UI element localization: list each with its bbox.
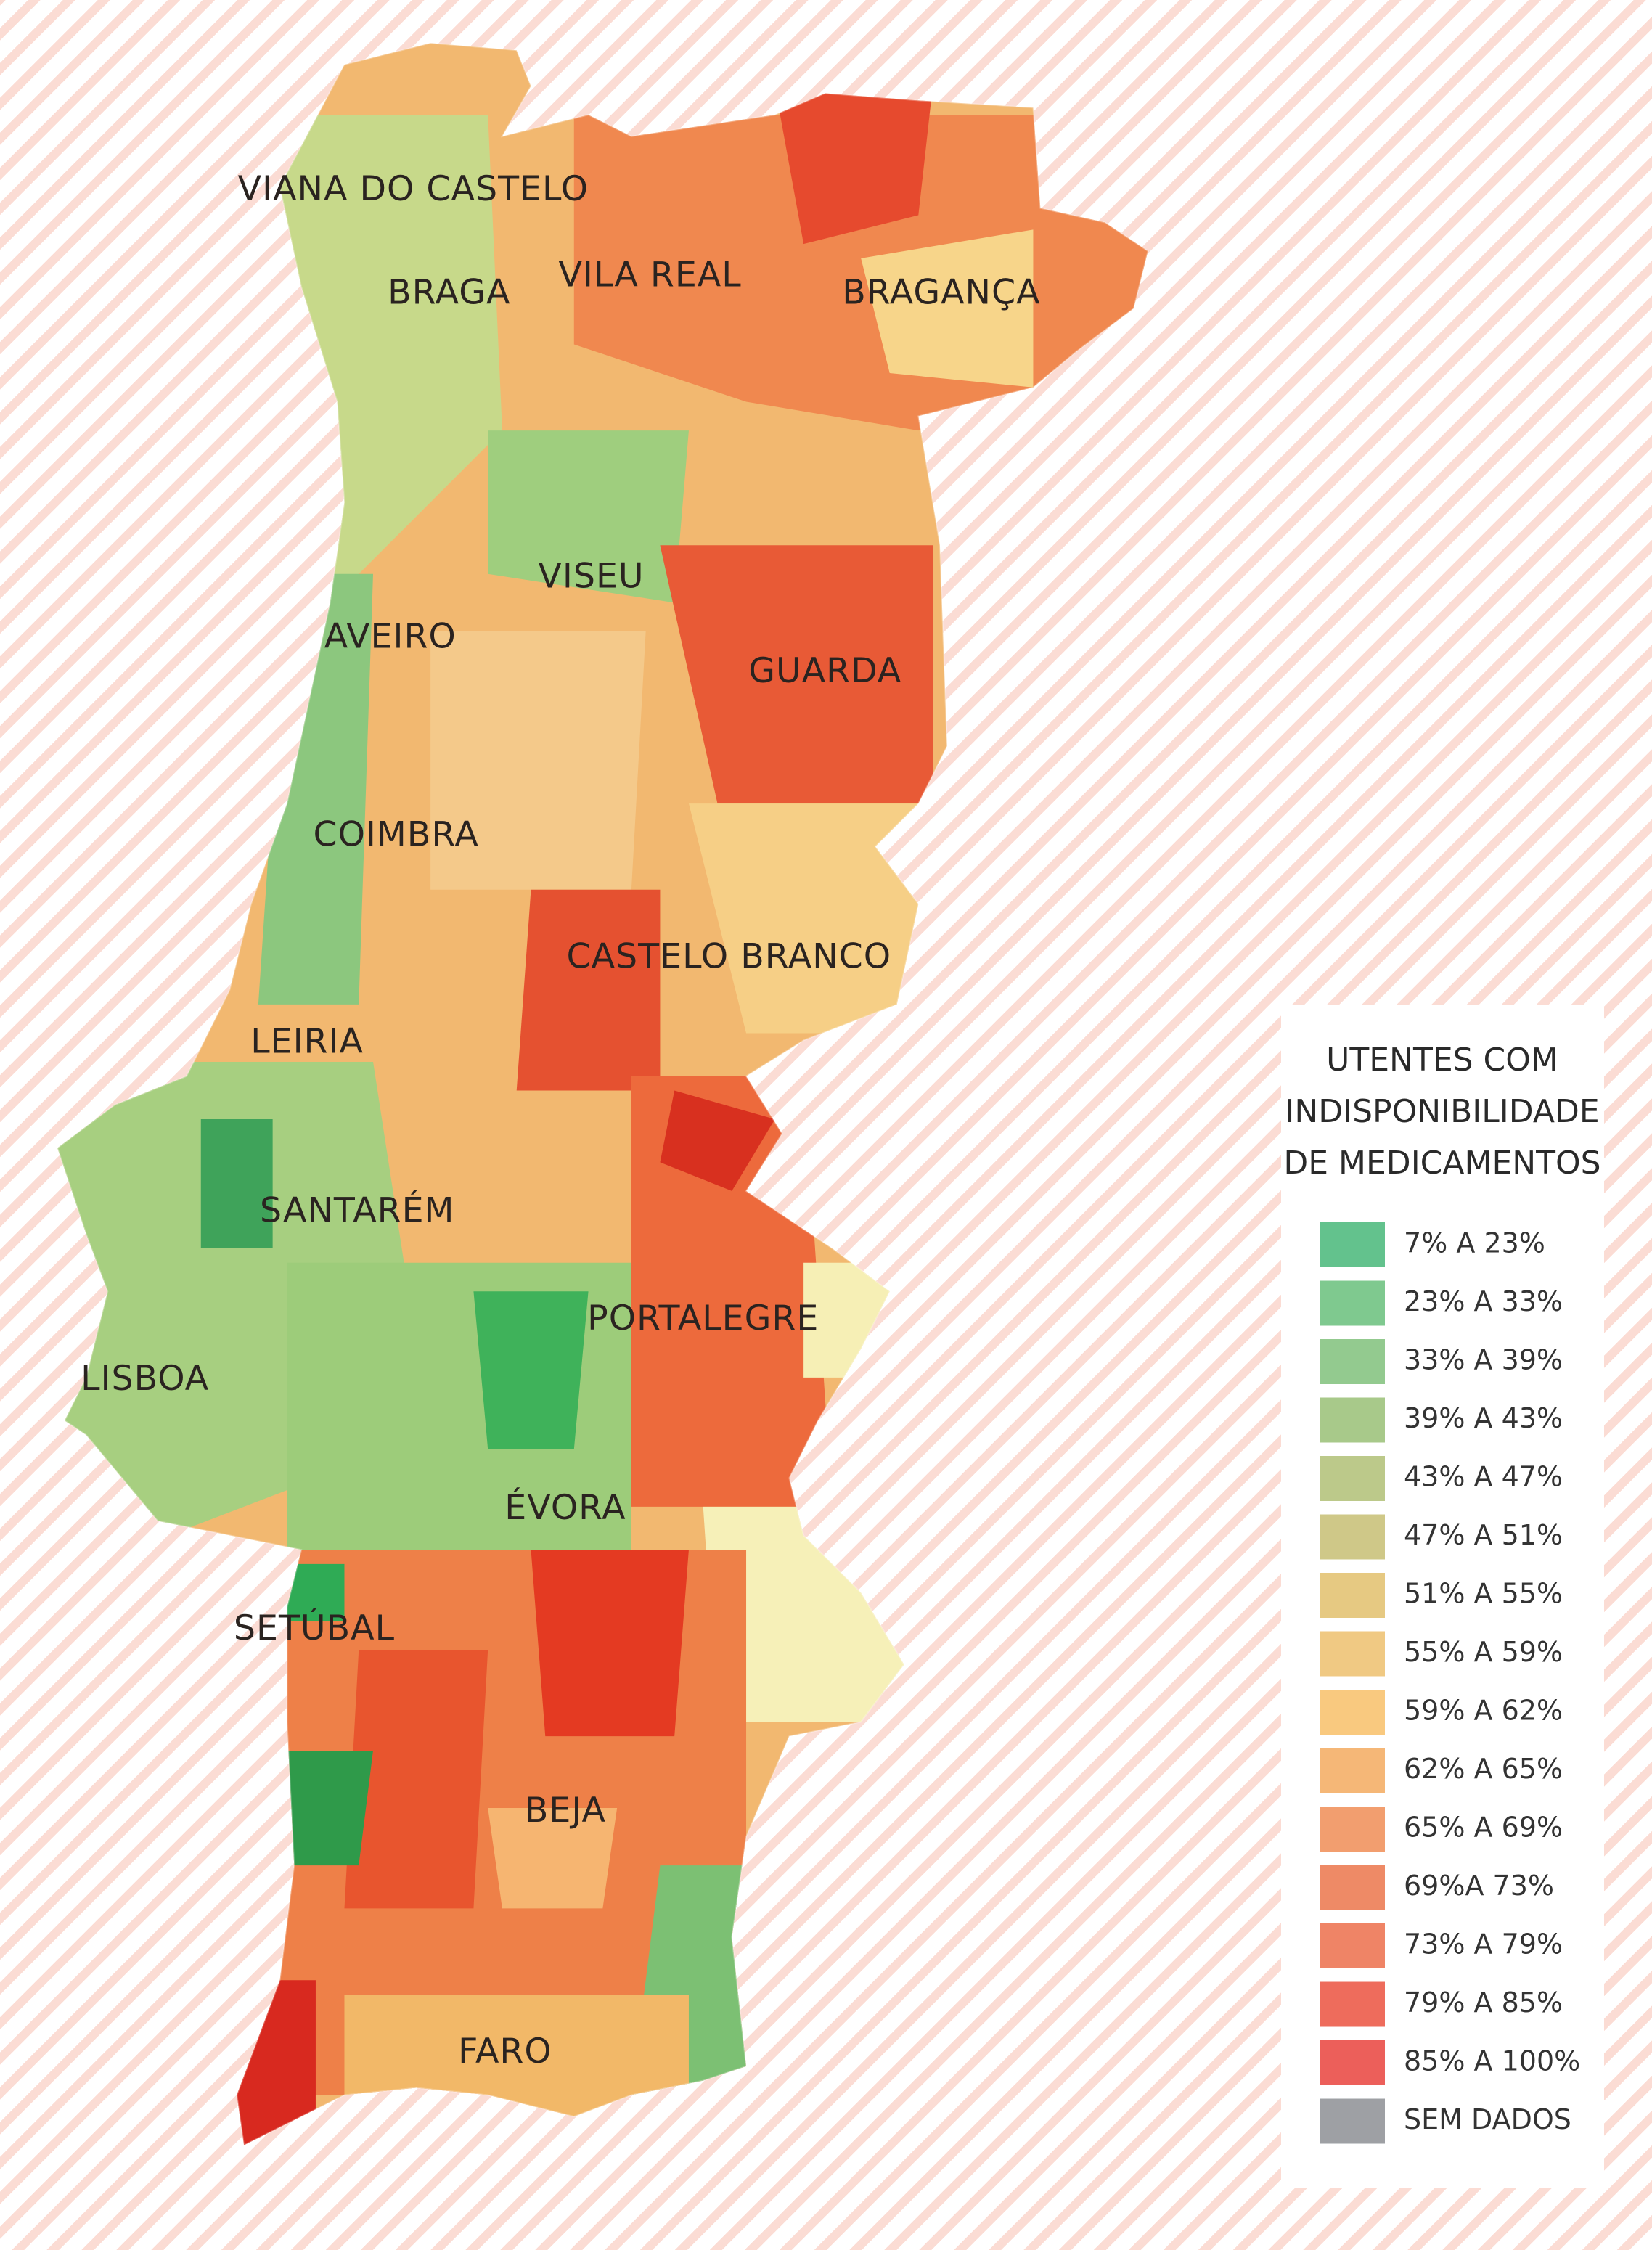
city-label: LISBOA	[81, 1359, 209, 1399]
legend-swatch	[1320, 1865, 1385, 1910]
city-label: CASTELO BRANCO	[567, 937, 892, 977]
legend: UTENTES COM INDISPONIBILIDADE DE MEDICAMEN…	[1281, 1005, 1604, 2188]
city-label: SANTARÉM	[260, 1190, 454, 1231]
city-labels: VIANA DO CASTELO BRAGA VILA REAL BRAGANÇ…	[81, 169, 1040, 2071]
legend-swatch	[1320, 1923, 1385, 1968]
legend-swatch	[1320, 2040, 1385, 2085]
legend-label: 62% A 65%	[1404, 1753, 1563, 1785]
legend-title: UTENTES COM	[1326, 1042, 1558, 1079]
legend-label: 85% A 100%	[1404, 2045, 1580, 2077]
legend-label: 79% A 85%	[1404, 1987, 1563, 2018]
legend-label: 33% A 39%	[1404, 1344, 1563, 1376]
legend-swatch	[1320, 1222, 1385, 1267]
legend-swatch	[1320, 1397, 1385, 1443]
legend-title: INDISPONIBILIDADE	[1285, 1093, 1599, 1130]
legend-swatch	[1320, 1456, 1385, 1501]
city-label: BRAGANÇA	[842, 272, 1040, 312]
city-label: SETÚBAL	[234, 1607, 395, 1648]
legend-swatch	[1320, 1748, 1385, 1793]
legend-label: 7% A 23%	[1404, 1227, 1545, 1259]
legend-label: 55% A 59%	[1404, 1636, 1563, 1668]
city-label: BEJA	[525, 1791, 606, 1830]
legend-label: SEM DADOS	[1404, 2103, 1571, 2135]
city-label: GUARDA	[748, 651, 901, 691]
legend-swatch	[1320, 1631, 1385, 1677]
legend-swatch	[1320, 1514, 1385, 1560]
legend-label: 65% A 69%	[1404, 1812, 1563, 1844]
city-label: VIANA DO CASTELO	[238, 169, 589, 209]
municipalities	[57, 43, 1148, 2145]
legend-swatch	[1320, 1280, 1385, 1326]
legend-label: 39% A 43%	[1404, 1402, 1563, 1434]
city-label: LEIRIA	[250, 1021, 364, 1061]
city-label: VILA REAL	[558, 255, 741, 295]
legend-swatch	[1320, 2098, 1385, 2144]
city-label: COIMBRA	[313, 815, 478, 855]
legend-label: 51% A 55%	[1404, 1578, 1563, 1610]
legend-label: 47% A 51%	[1404, 1519, 1563, 1551]
map: VIANA DO CASTELO BRAGA VILA REAL BRAGANÇ…	[57, 42, 1149, 2146]
city-label: VISEU	[538, 557, 644, 597]
legend-label: 59% A 62%	[1404, 1695, 1563, 1727]
legend-swatch	[1320, 1981, 1385, 2027]
legend-title: DE MEDICAMENTOS	[1283, 1145, 1600, 1182]
legend-label: 43% A 47%	[1404, 1461, 1563, 1493]
city-label: PORTALEGRE	[587, 1298, 819, 1338]
city-label: AVEIRO	[324, 617, 457, 657]
legend-swatch	[1320, 1573, 1385, 1618]
city-label: ÉVORA	[504, 1486, 626, 1528]
legend-swatch	[1320, 1690, 1385, 1735]
city-label: BRAGA	[388, 272, 510, 312]
city-label: FARO	[458, 2032, 552, 2071]
legend-swatch	[1320, 1339, 1385, 1384]
legend-label: 69%A 73%	[1404, 1870, 1554, 1902]
legend-label: 23% A 33%	[1404, 1285, 1563, 1317]
legend-swatch	[1320, 1807, 1385, 1852]
legend-label: 73% A 79%	[1404, 1928, 1563, 1960]
